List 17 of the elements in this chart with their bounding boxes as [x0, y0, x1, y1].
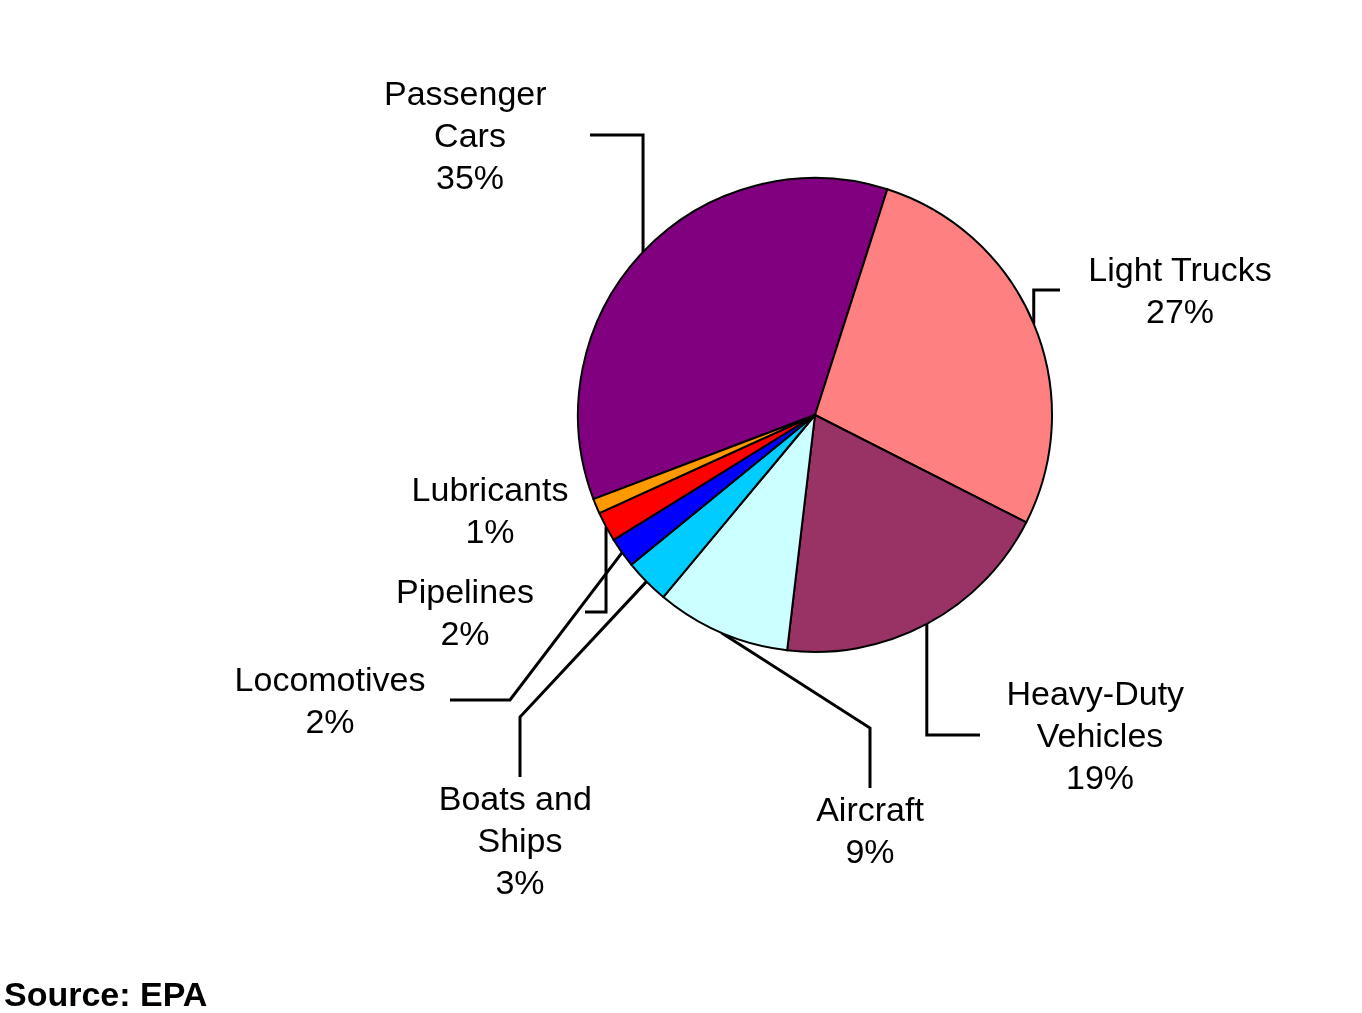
- slice-label: Boats and Ships: [438, 779, 602, 859]
- data-label: 19%: [1065, 758, 1135, 796]
- slice-label: Lubricants: [411, 470, 569, 508]
- slice-label: Locomotives: [234, 660, 426, 698]
- slice-label: Light Trucks: [1088, 250, 1272, 288]
- slice-label: Heavy-Duty Vehicles: [1006, 674, 1194, 754]
- data-label: 2%: [440, 614, 490, 652]
- data-label: 2%: [305, 702, 355, 740]
- data-label: 1%: [465, 512, 515, 550]
- slice-label: Pipelines: [396, 572, 534, 610]
- data-label: 27%: [1145, 292, 1215, 330]
- data-label: 9%: [845, 832, 895, 870]
- source-note: Source: EPA: [4, 975, 208, 1013]
- slice-label: Passenger Cars: [384, 74, 556, 154]
- slice-label: Aircraft: [816, 790, 925, 828]
- data-label: 3%: [495, 863, 545, 901]
- data-label: 35%: [435, 158, 505, 196]
